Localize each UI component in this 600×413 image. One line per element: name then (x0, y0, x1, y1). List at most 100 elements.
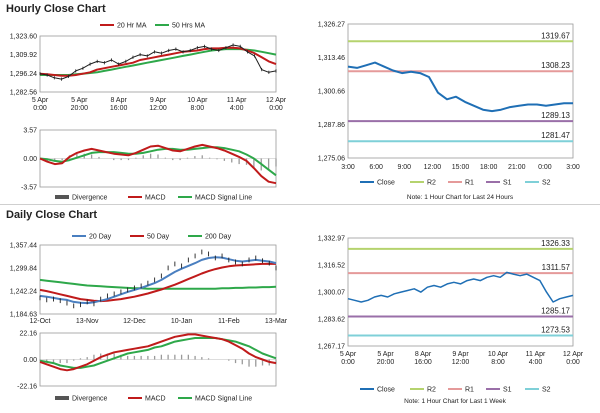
hourly-macd-legend-divergence-label: Divergence (72, 195, 108, 202)
hourly-pivot-legend-r1-label: R1 (465, 180, 474, 187)
hourly-price-frame (39, 35, 277, 93)
daily-pivot-legend-r2-label: R2 (427, 387, 436, 394)
daily-price-xtick: 13-Nov (76, 318, 99, 325)
daily-section-title: Daily Close Chart (6, 209, 98, 221)
daily-price-frame (39, 244, 277, 315)
daily-legend-ma200-label: 200 Day (205, 234, 232, 241)
daily-pivot-xtick: 8 Apr 16:00 (414, 351, 432, 366)
hourly-pivot-xtick: 6:00 (369, 164, 383, 171)
daily-pivot-ytick: 1,267.17 (318, 344, 345, 351)
daily-pivot-legend-r1-label: R1 (465, 387, 474, 394)
hourly-pivot-xtick: 21:00 (508, 164, 526, 171)
daily-ma20-line (39, 256, 277, 305)
daily-pivot-frame (347, 237, 574, 347)
daily-pivot-ytick: 1,316.52 (318, 263, 345, 270)
hourly-pivot-frame (347, 23, 574, 159)
daily-level-s1-label: 1285.17 (541, 306, 570, 315)
daily-macd-ytick: 22.16 (19, 331, 37, 338)
hourly-price-xtick: 5 Apr 0:00 (32, 97, 49, 112)
daily-legend-ma20-label: 20 Day (89, 234, 112, 241)
hourly-pivot-xtick: 12:00 (424, 164, 442, 171)
daily-pivot-close-line (347, 271, 574, 303)
hourly-level-r2-label: 1319.67 (541, 31, 570, 40)
hourly-pivot-xtick: 0:00 (538, 164, 552, 171)
daily-macd-ytick: -22.16 (17, 384, 37, 391)
hourly-price-xtick: 10 Apr 8:00 (187, 97, 208, 112)
hourly-section-title: Hourly Close Chart (6, 3, 106, 15)
daily-pivot-xtick: 5 Apr 0:00 (340, 351, 357, 366)
hourly-price-xtick: 9 Apr 12:00 (149, 97, 167, 112)
hourly-price-xtick: 11 Apr 4:00 (227, 97, 247, 112)
hourly-price-xtick: 12 Apr 0:00 (266, 97, 287, 112)
hourly-close-line (39, 44, 277, 80)
daily-macd-legend-macd-label: MACD (145, 396, 166, 403)
daily-level-r1-label: 1311.57 (542, 263, 571, 272)
daily-price-xtick: 12-Dec (123, 318, 146, 325)
hourly-pivot-note: Note: 1 Hour Chart for Last 24 Hours (407, 194, 514, 201)
hourly-price-xtick: 8 Apr 16:00 (110, 97, 128, 112)
hourly-pivot-legend-close-label: Close (377, 180, 395, 187)
hourly-legend-ma50-label: 50 Hrs MA (172, 23, 205, 30)
daily-macd-legend-divergence-label: Divergence (72, 396, 108, 403)
daily-pivot-xtick: 12 Apr 0:00 (563, 351, 584, 366)
hourly-pivot-xtick: 3:00 (341, 164, 355, 171)
daily-pivot-note: Note: 1 Hour Chart for Last 1 Week (404, 398, 507, 405)
daily-price-ytick: 1,242.24 (10, 289, 37, 296)
hourly-pivot-ytick: 1,275.06 (318, 156, 345, 163)
hourly-price-ytick: 1,309.92 (10, 52, 37, 59)
hourly-macd-legend-signal-label: MACD Signal Line (195, 195, 252, 202)
daily-pivot-legend-s2-label: S2 (542, 387, 551, 394)
hourly-price-ytick: 1,296.24 (10, 71, 37, 78)
daily-pivot-ytick: 1,332.97 (318, 236, 345, 243)
hourly-macd-ytick: -3.57 (21, 185, 37, 192)
hourly-pivot-legend-r2-label: R2 (427, 180, 436, 187)
daily-macd-ytick: 0.00 (23, 357, 37, 364)
hourly-macd-ytick: 3.57 (23, 128, 37, 135)
daily-price-xtick: 12-Oct (29, 318, 50, 325)
daily-level-s2-label: 1273.53 (541, 326, 570, 335)
daily-pivot-xtick: 10 Apr 8:00 (488, 351, 509, 366)
hourly-pivot-ytick: 1,313.46 (318, 55, 345, 62)
daily-price-xtick: 11-Feb (218, 318, 240, 325)
hourly-level-s2-label: 1281.47 (541, 131, 570, 140)
hourly-level-r1-label: 1308.23 (541, 61, 570, 70)
hourly-pivot-close-line (347, 61, 573, 113)
hourly-ma20-line (39, 46, 277, 77)
daily-price-xtick: 10-Jan (171, 318, 193, 325)
hourly-pivot-ytick: 1,300.66 (318, 89, 345, 96)
daily-legend-ma50-label: 50 Day (147, 234, 170, 241)
hourly-macd-signal-line (39, 146, 277, 177)
hourly-level-s1-label: 1289.13 (541, 111, 570, 120)
daily-price-ytick: 1,184.63 (10, 312, 37, 319)
hourly-pivot-legend-s1-label: S1 (503, 180, 512, 187)
daily-pivot-legend-close-label: Close (377, 387, 395, 394)
hourly-legend-ma20-label: 20 Hr MA (117, 23, 147, 30)
section-divider (0, 204, 600, 205)
daily-macd-line (39, 333, 277, 372)
hourly-macd-ytick: 0.00 (23, 156, 37, 163)
hourly-pivot-xtick: 9:00 (397, 164, 411, 171)
daily-price-ytick: 1,357.44 (10, 243, 37, 250)
daily-price-xtick: 13-Mar (265, 318, 288, 325)
hourly-macd-line (39, 143, 277, 185)
hourly-pivot-legend-s2-label: S2 (542, 180, 551, 187)
hourly-pivot-ytick: 1,326.27 (318, 22, 345, 29)
daily-pivot-ytick: 1,283.62 (318, 317, 345, 324)
daily-price-ytick: 1,299.84 (10, 266, 37, 273)
daily-macd-legend-signal-label: MACD Signal Line (195, 396, 252, 403)
daily-level-r2-label: 1326.33 (541, 239, 570, 248)
daily-pivot-ytick: 1,300.07 (318, 290, 345, 297)
hourly-macd-legend-macd-label: MACD (145, 195, 166, 202)
daily-ma50-line (39, 262, 276, 303)
daily-pivot-legend-s1-label: S1 (503, 387, 512, 394)
hourly-price-ytick: 1,323.60 (10, 34, 37, 41)
daily-ma200-line (39, 278, 277, 290)
hourly-pivot-xtick: 18:00 (480, 164, 498, 171)
daily-pivot-xtick: 11 Apr 4:00 (526, 351, 546, 366)
hourly-price-ytick: 1,282.56 (10, 90, 37, 97)
hourly-pivot-ytick: 1,287.86 (318, 122, 345, 129)
hourly-price-xtick: 5 Apr 20:00 (71, 97, 89, 112)
daily-pivot-xtick: 9 Apr 12:00 (452, 351, 470, 366)
hourly-pivot-xtick: 3:00 (566, 164, 580, 171)
